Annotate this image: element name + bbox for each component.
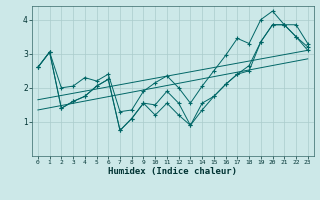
X-axis label: Humidex (Indice chaleur): Humidex (Indice chaleur)	[108, 167, 237, 176]
